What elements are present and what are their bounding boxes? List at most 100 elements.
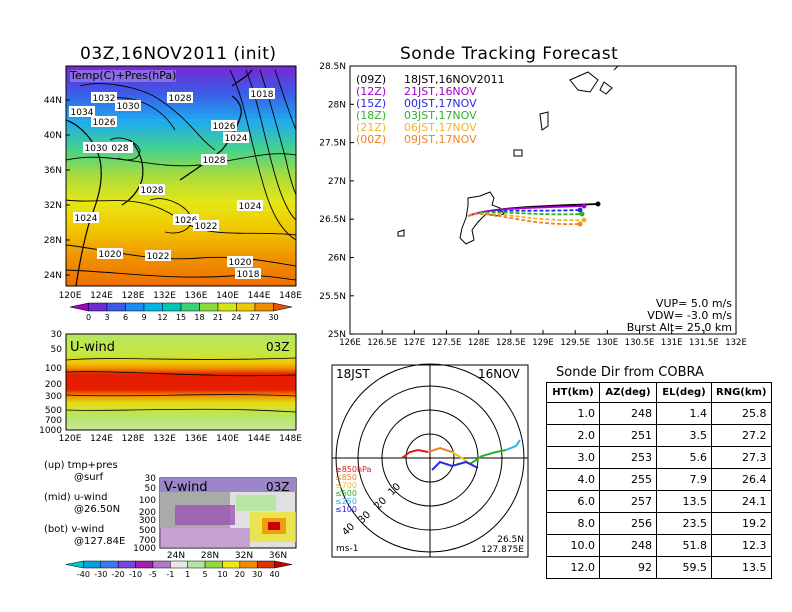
uwind-lon-tick: 120E bbox=[59, 434, 82, 444]
table-cell: 51.8 bbox=[656, 534, 712, 557]
table-cell: 248 bbox=[599, 534, 657, 557]
vwind-colorbar-tick: -10 bbox=[129, 570, 142, 579]
table-cell: 92 bbox=[599, 556, 657, 579]
vwind-p-tick: 200 bbox=[139, 508, 156, 518]
temp-map-label: Temp(C)+Pres(hPa) bbox=[70, 69, 177, 82]
sonde-track-end bbox=[581, 203, 587, 209]
temp-colorbar-tick: 9 bbox=[141, 313, 146, 322]
sonde-track-end bbox=[579, 211, 585, 217]
vwind-colorbar-tick: -30 bbox=[94, 570, 107, 579]
track-legend-time: 09JST,17NOV bbox=[404, 133, 477, 146]
track-lat-tick: 27.5N bbox=[319, 139, 346, 149]
table-cell: 12.3 bbox=[711, 534, 772, 557]
temp-lon-tick: 124E bbox=[90, 291, 113, 301]
temp-colorbar-tick: 6 bbox=[123, 313, 128, 322]
uwind-p-tick: 200 bbox=[45, 380, 62, 390]
param-vup: VUP= 5.0 m/s bbox=[655, 297, 732, 310]
pressure-label: 1020 bbox=[229, 258, 252, 268]
note-bot-at: @127.84E bbox=[74, 536, 126, 547]
vwind-colorbar-tick: 40 bbox=[270, 570, 280, 579]
table-cell: 4.0 bbox=[546, 468, 600, 491]
vwind-p-tick: 30 bbox=[145, 474, 157, 484]
polar-date: 16NOV bbox=[478, 367, 520, 381]
uwind-p-tick: 700 bbox=[45, 416, 62, 426]
uwind-lon-tick: 140E bbox=[216, 434, 239, 444]
pressure-label: 1024 bbox=[225, 134, 248, 144]
uwind-time: 03Z bbox=[266, 340, 290, 354]
pressure-label: 1034 bbox=[71, 108, 94, 118]
vwind-colorbar-tick: 20 bbox=[235, 570, 245, 579]
uwind-lon-tick: 144E bbox=[248, 434, 271, 444]
table-cell: 13.5 bbox=[656, 490, 712, 513]
table-title: Sonde Dir from COBRA bbox=[556, 365, 704, 380]
track-lon-tick: 132E bbox=[725, 338, 747, 348]
track-lon-tick: 129.5E bbox=[560, 338, 590, 348]
track-lon-tick: 129E bbox=[532, 338, 554, 348]
sonde-track bbox=[467, 213, 581, 225]
pressure-label: 1022 bbox=[147, 252, 170, 262]
polar-level-legend: ≥850hPa ≤850 ≤700 ≤500 ≤250 ≤100 bbox=[335, 466, 371, 514]
track-lat-tick: 26.5N bbox=[319, 215, 346, 225]
vwind-colorbar-tick: -40 bbox=[77, 570, 90, 579]
temp-lat-tick: 36N bbox=[44, 166, 62, 176]
table-cell: 7.9 bbox=[656, 468, 712, 491]
track-legend-code: (15Z) bbox=[356, 97, 387, 110]
uwind-p-tick: 300 bbox=[45, 392, 62, 402]
vwind-colorbar-swatch bbox=[274, 560, 293, 569]
table-cell: 257 bbox=[599, 490, 657, 513]
temp-lon-tick: 144E bbox=[248, 291, 271, 301]
table-cell: 26.4 bbox=[711, 468, 772, 491]
table-cell: 59.5 bbox=[656, 556, 712, 579]
vwind-colorbar-tick: 1 bbox=[185, 570, 190, 579]
track-lon-tick: 127.5E bbox=[432, 338, 462, 348]
pressure-label: 1020 bbox=[99, 250, 122, 260]
table-cell: 253 bbox=[599, 446, 657, 469]
pressure-label: 1026 bbox=[175, 216, 198, 226]
sonde-track-end bbox=[595, 201, 601, 207]
track-legend-code: (21Z) bbox=[356, 121, 387, 134]
table-cell: 3.5 bbox=[656, 424, 712, 447]
temp-lat-tick: 24N bbox=[44, 271, 62, 281]
track-lon-tick: 126E bbox=[339, 338, 361, 348]
table-row: 8.0 256 23.5 19.2 bbox=[546, 512, 772, 535]
track-legend-time: 06JST,17NOV bbox=[404, 121, 477, 134]
table-cell: 3.0 bbox=[546, 446, 600, 469]
track-lat-tick: 28.5N bbox=[319, 62, 346, 72]
temp-lon-tick: 132E bbox=[153, 291, 176, 301]
track-title: Sonde Tracking Forecast bbox=[400, 44, 619, 64]
table-header: HT(km) bbox=[546, 382, 600, 403]
uwind-title: U-wind bbox=[70, 340, 115, 355]
temp-colorbar-tick: 21 bbox=[213, 313, 223, 322]
temp-colorbar-tick: 30 bbox=[268, 313, 278, 322]
table-row: 10.0 248 51.8 12.3 bbox=[546, 534, 772, 557]
temp-colorbar-tick: 15 bbox=[176, 313, 186, 322]
table-cell: 256 bbox=[599, 512, 657, 535]
track-legend-item: (18Z) 03JST,17NOV bbox=[356, 110, 505, 122]
pressure-label: 1026 bbox=[213, 122, 236, 132]
table-cell: 13.5 bbox=[711, 556, 772, 579]
hodograph bbox=[401, 439, 521, 471]
temp-lon-tick: 136E bbox=[185, 291, 208, 301]
track-lat-tick: 25N bbox=[328, 330, 346, 340]
vwind-p-tick: 100 bbox=[139, 496, 156, 506]
table-header: RNG(km) bbox=[711, 382, 772, 403]
track-legend-code: (18Z) bbox=[356, 109, 387, 122]
table-row: 4.0 255 7.9 26.4 bbox=[546, 468, 772, 491]
pressure-label: 028 bbox=[111, 144, 128, 154]
uwind-lon-tick: 132E bbox=[153, 434, 176, 444]
sonde-track-end bbox=[581, 217, 587, 223]
pressure-label: 1028 bbox=[203, 156, 226, 166]
temp-lat-tick: 40N bbox=[44, 131, 62, 141]
track-legend-code: (00Z) bbox=[356, 133, 387, 146]
temp-colorbar-tick: 0 bbox=[86, 313, 91, 322]
track-lon-tick: 128E bbox=[468, 338, 490, 348]
uwind-p-tick: 50 bbox=[51, 345, 63, 355]
polar-level-item: ≤700 bbox=[335, 481, 357, 490]
table-row: 1.0 248 1.4 25.8 bbox=[546, 402, 772, 425]
temp-map-title: 03Z,16NOV2011 (init) bbox=[80, 44, 277, 64]
vwind-time: 03Z bbox=[266, 480, 290, 494]
track-lon-tick: 130.5E bbox=[625, 338, 655, 348]
